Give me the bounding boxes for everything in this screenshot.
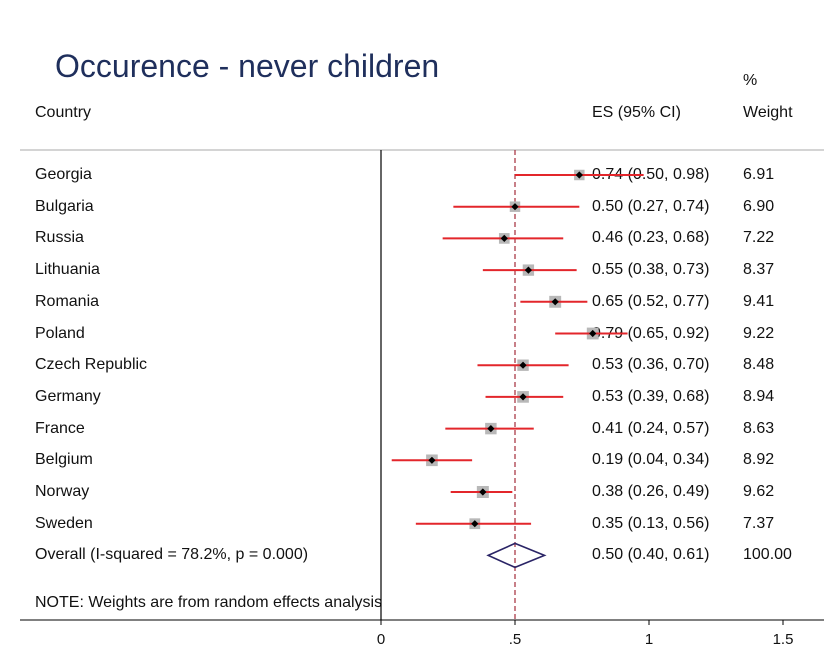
x-tick-label: 0	[377, 631, 385, 648]
study-weight: 8.37	[743, 261, 775, 279]
point-estimate	[500, 234, 508, 242]
study-label: Romania	[35, 292, 100, 310]
overall-diamond	[486, 542, 547, 569]
overall-label: Overall (I-squared = 78.2%, p = 0.000)	[35, 546, 309, 564]
x-tick-label: 1	[645, 631, 653, 648]
study-label: Bulgaria	[35, 197, 94, 215]
column-header-es: ES (95% CI)	[592, 104, 681, 121]
study-weight: 9.41	[743, 292, 775, 310]
study-weight: 9.22	[743, 324, 775, 342]
column-header-weight: Weight	[743, 104, 793, 121]
study-label: Germany	[35, 387, 101, 405]
study-es-ci: 0.38 (0.26, 0.49)	[592, 483, 710, 500]
study-label: Poland	[35, 324, 85, 342]
point-estimate	[519, 361, 527, 369]
study-weight: 8.48	[743, 356, 775, 374]
study-label: Russia	[35, 229, 84, 247]
point-estimate	[471, 520, 479, 528]
study-weight: 6.90	[743, 197, 775, 215]
study-label: Lithuania	[35, 261, 100, 279]
study-es-ci: 0.41 (0.24, 0.57)	[592, 419, 710, 437]
x-tick-label: 1.5	[773, 631, 794, 648]
point-estimate	[524, 266, 532, 274]
study-weight: 8.92	[743, 451, 775, 469]
point-estimate	[487, 425, 495, 433]
study-label: France	[35, 419, 85, 437]
study-weight: 8.63	[743, 419, 775, 437]
point-estimate	[519, 393, 527, 401]
column-header-country: Country	[35, 104, 92, 121]
study-es-ci: 0.74 (0.50, 0.98)	[592, 166, 710, 183]
study-es-ci: 0.50 (0.27, 0.74)	[592, 197, 710, 215]
study-weight: 8.94	[743, 387, 775, 405]
point-estimate	[511, 203, 519, 211]
study-label: Sweden	[35, 514, 93, 532]
study-weight: 7.22	[743, 229, 775, 247]
x-tick-label: .5	[509, 631, 522, 648]
point-estimate	[551, 298, 559, 306]
study-label: Belgium	[35, 451, 93, 469]
study-weight: 9.62	[743, 483, 775, 500]
study-es-ci: 0.53 (0.39, 0.68)	[592, 387, 710, 405]
study-weight: 7.37	[743, 514, 775, 532]
overall-es-ci: 0.50 (0.40, 0.61)	[592, 546, 710, 564]
overall-weight: 100.00	[743, 546, 792, 564]
study-label: Czech Republic	[35, 356, 148, 374]
study-es-ci: 0.65 (0.52, 0.77)	[592, 292, 710, 310]
study-weight: 6.91	[743, 166, 775, 183]
study-es-ci: 0.19 (0.04, 0.34)	[592, 451, 710, 469]
point-estimate	[589, 329, 597, 338]
study-es-ci: 0.53 (0.36, 0.70)	[592, 356, 710, 374]
chart-title: Occurence - never children	[55, 48, 440, 84]
study-es-ci: 0.79 (0.65, 0.92)	[592, 324, 710, 342]
point-estimate	[479, 488, 487, 496]
point-estimate	[428, 456, 436, 464]
point-estimate	[575, 171, 583, 179]
study-label: Georgia	[35, 166, 92, 183]
footnote: NOTE: Weights are from random effects an…	[35, 594, 383, 611]
study-es-ci: 0.55 (0.38, 0.73)	[592, 261, 710, 279]
study-es-ci: 0.46 (0.23, 0.68)	[592, 229, 710, 247]
study-es-ci: 0.35 (0.13, 0.56)	[592, 514, 710, 532]
column-header-weight-percent: %	[743, 72, 758, 89]
study-label: Norway	[35, 483, 90, 500]
